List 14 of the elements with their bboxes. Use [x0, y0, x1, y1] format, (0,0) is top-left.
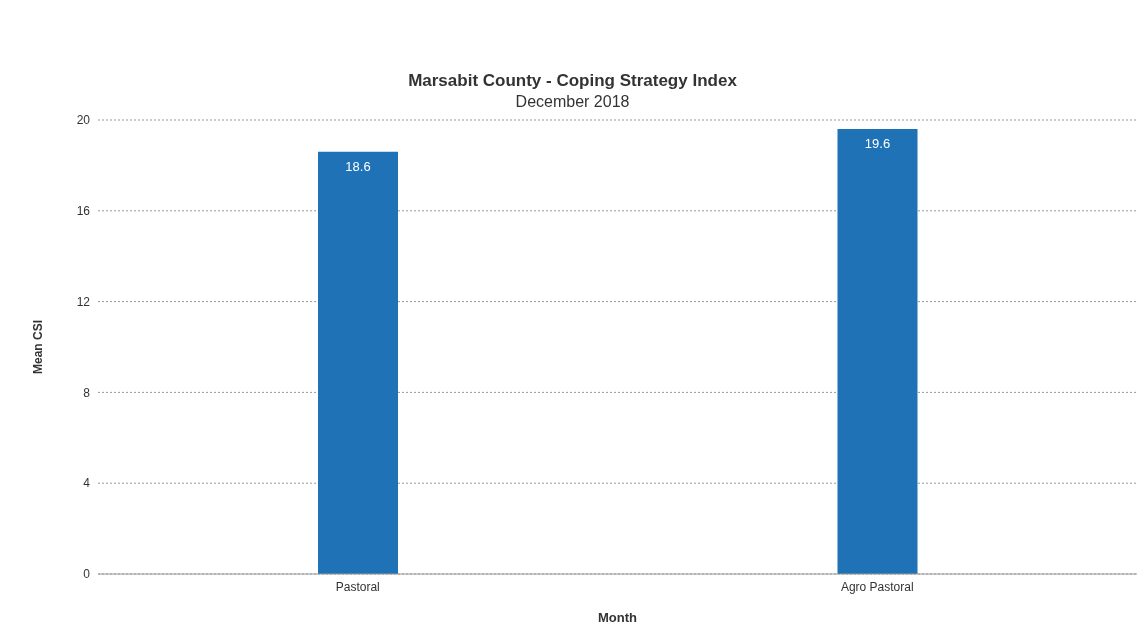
y-tick-label: 8: [83, 385, 91, 400]
y-tick-label: 16: [76, 204, 91, 219]
x-axis-title: Month: [598, 610, 638, 625]
chart-title: Marsabit County - Coping Strategy Index: [407, 70, 738, 92]
y-tick-label: 20: [76, 113, 91, 128]
y-tick-label: 12: [76, 294, 91, 309]
x-tick-label: Agro Pastoral: [840, 579, 914, 594]
y-tick-label: 4: [83, 476, 91, 491]
y-tick-label: 0: [83, 567, 91, 582]
data-label: 19.6: [864, 136, 891, 152]
chart-subtitle: December 2018: [514, 92, 631, 112]
data-label: 18.6: [345, 159, 371, 175]
x-tick-label: Pastoral: [335, 579, 380, 594]
y-axis-title: Mean CSI: [31, 319, 46, 375]
